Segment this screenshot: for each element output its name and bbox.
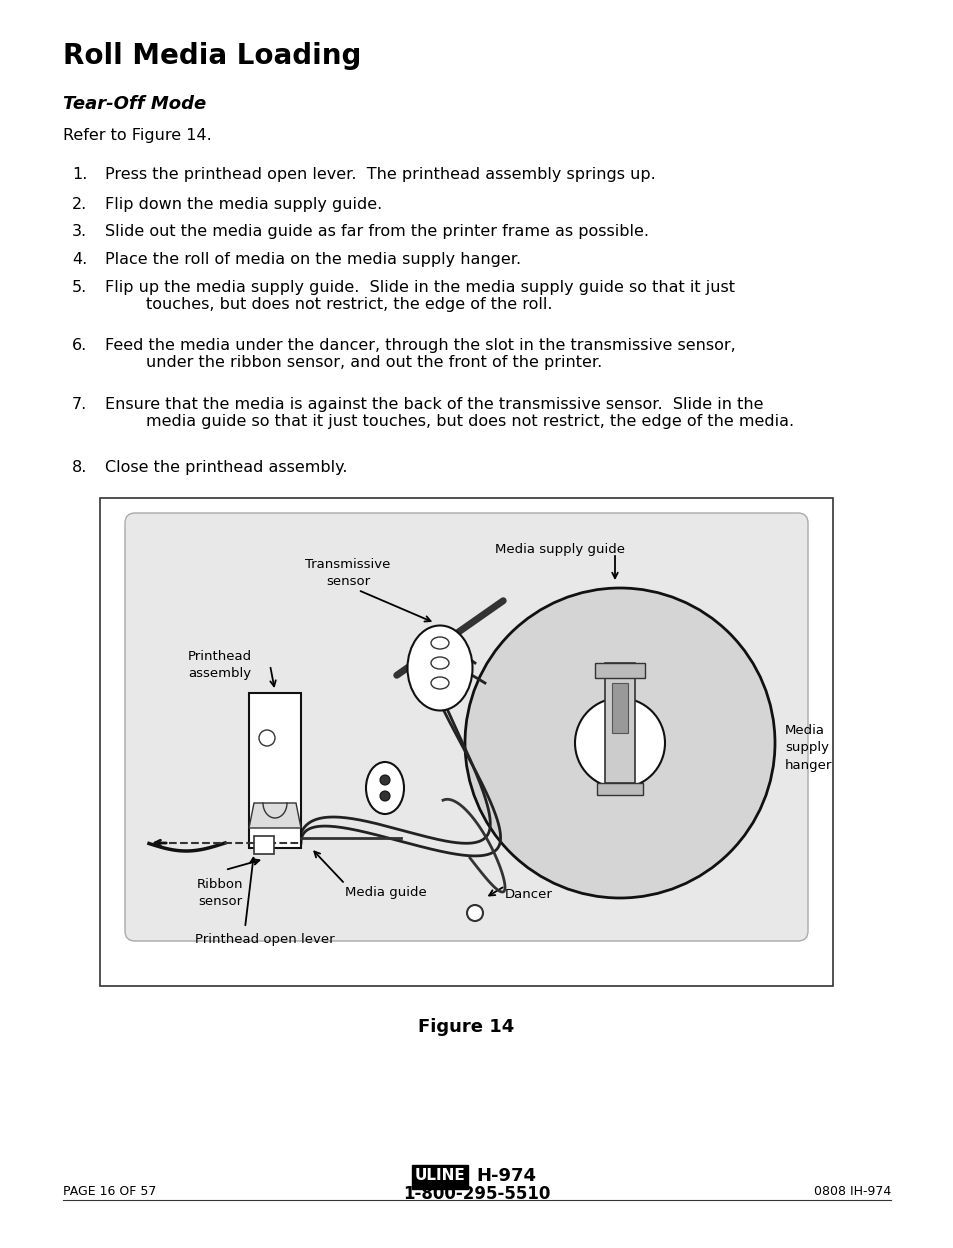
Text: Slide out the media guide as far from the printer frame as possible.: Slide out the media guide as far from th… <box>105 223 648 240</box>
Bar <box>597 782 642 795</box>
Text: Flip down the media supply guide.: Flip down the media supply guide. <box>105 197 382 212</box>
Text: Figure 14: Figure 14 <box>417 1018 514 1036</box>
Text: Tear-Off Mode: Tear-Off Mode <box>63 95 206 114</box>
Circle shape <box>258 730 274 746</box>
Bar <box>249 693 301 847</box>
Text: Media
supply
hanger: Media supply hanger <box>784 725 832 771</box>
Polygon shape <box>249 802 301 827</box>
Text: 1.: 1. <box>71 167 88 182</box>
Circle shape <box>379 791 390 801</box>
Ellipse shape <box>431 656 449 669</box>
Text: Dancer: Dancer <box>504 889 553 901</box>
Ellipse shape <box>366 763 403 814</box>
Text: Transmissive
sensor: Transmissive sensor <box>305 558 391 588</box>
Text: Refer to Figure 14.: Refer to Figure 14. <box>63 129 212 144</box>
Bar <box>253 836 274 854</box>
Ellipse shape <box>431 636 449 649</box>
Bar <box>412 1164 468 1189</box>
Text: 3.: 3. <box>71 223 87 240</box>
Circle shape <box>464 588 774 899</box>
Text: 2.: 2. <box>71 197 87 212</box>
Text: PAGE 16 OF 57: PAGE 16 OF 57 <box>63 1186 156 1198</box>
Text: 1-800-295-5510: 1-800-295-5510 <box>403 1186 550 1203</box>
Ellipse shape <box>431 676 449 689</box>
Bar <box>595 663 644 678</box>
Text: Place the roll of media on the media supply hanger.: Place the roll of media on the media sup… <box>105 252 520 267</box>
Bar <box>612 683 627 733</box>
Text: Ribbon
sensor: Ribbon sensor <box>196 879 243 909</box>
Text: Press the printhead open lever.  The printhead assembly springs up.: Press the printhead open lever. The prin… <box>105 167 655 182</box>
Text: Flip up the media supply guide.  Slide in the media supply guide so that it just: Flip up the media supply guide. Slide in… <box>105 280 734 312</box>
Circle shape <box>467 905 482 921</box>
Text: Close the printhead assembly.: Close the printhead assembly. <box>105 461 347 475</box>
Text: Ensure that the media is against the back of the transmissive sensor.  Slide in : Ensure that the media is against the bac… <box>105 397 793 429</box>
Circle shape <box>575 698 664 787</box>
Text: 6.: 6. <box>71 338 87 353</box>
Text: Feed the media under the dancer, through the slot in the transmissive sensor,
  : Feed the media under the dancer, through… <box>105 338 735 371</box>
Text: 8.: 8. <box>71 461 88 475</box>
Ellipse shape <box>407 625 472 710</box>
Text: 0808 IH-974: 0808 IH-974 <box>813 1186 890 1198</box>
Circle shape <box>379 775 390 785</box>
Bar <box>100 498 832 986</box>
Text: 5.: 5. <box>71 280 87 295</box>
Bar <box>604 663 635 782</box>
Text: Printhead
assembly: Printhead assembly <box>188 650 252 680</box>
Text: Media guide: Media guide <box>345 886 426 899</box>
Text: 4.: 4. <box>71 252 87 267</box>
Text: H-974: H-974 <box>476 1167 536 1186</box>
FancyBboxPatch shape <box>125 513 807 941</box>
Text: Media supply guide: Media supply guide <box>495 543 624 557</box>
Text: ULINE: ULINE <box>415 1168 465 1183</box>
Text: Printhead open lever: Printhead open lever <box>195 934 335 946</box>
Text: Roll Media Loading: Roll Media Loading <box>63 42 361 70</box>
Text: 7.: 7. <box>71 397 87 412</box>
